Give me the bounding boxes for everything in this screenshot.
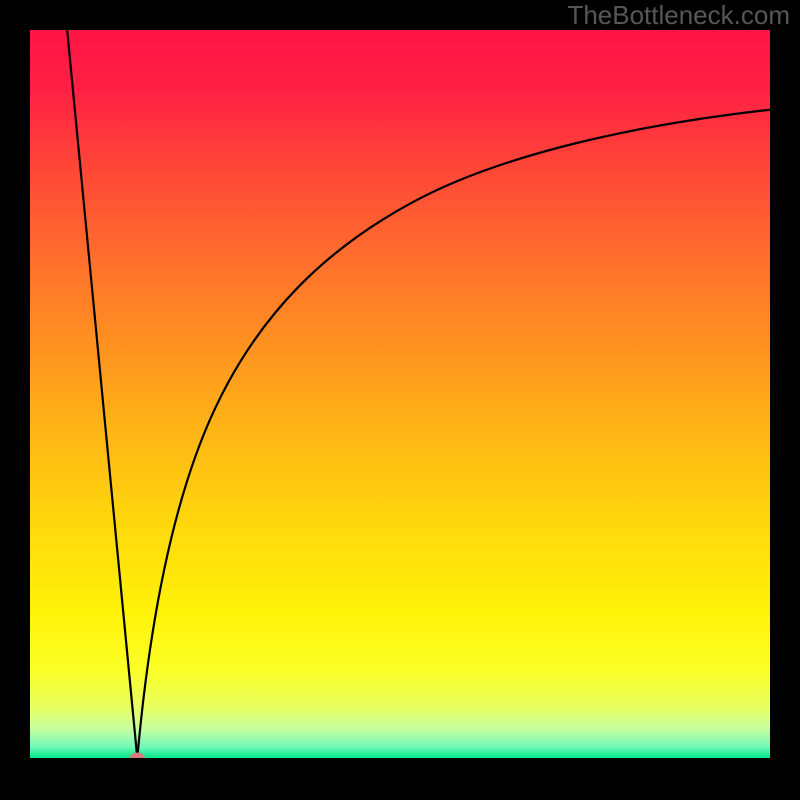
watermark-text: TheBottleneck.com — [567, 0, 790, 31]
frame-border-right — [770, 0, 800, 800]
frame-border-bottom — [0, 758, 800, 800]
plot-area — [30, 30, 770, 758]
gradient-background — [30, 30, 770, 758]
chart-svg — [30, 30, 770, 758]
frame-border-left — [0, 0, 30, 800]
